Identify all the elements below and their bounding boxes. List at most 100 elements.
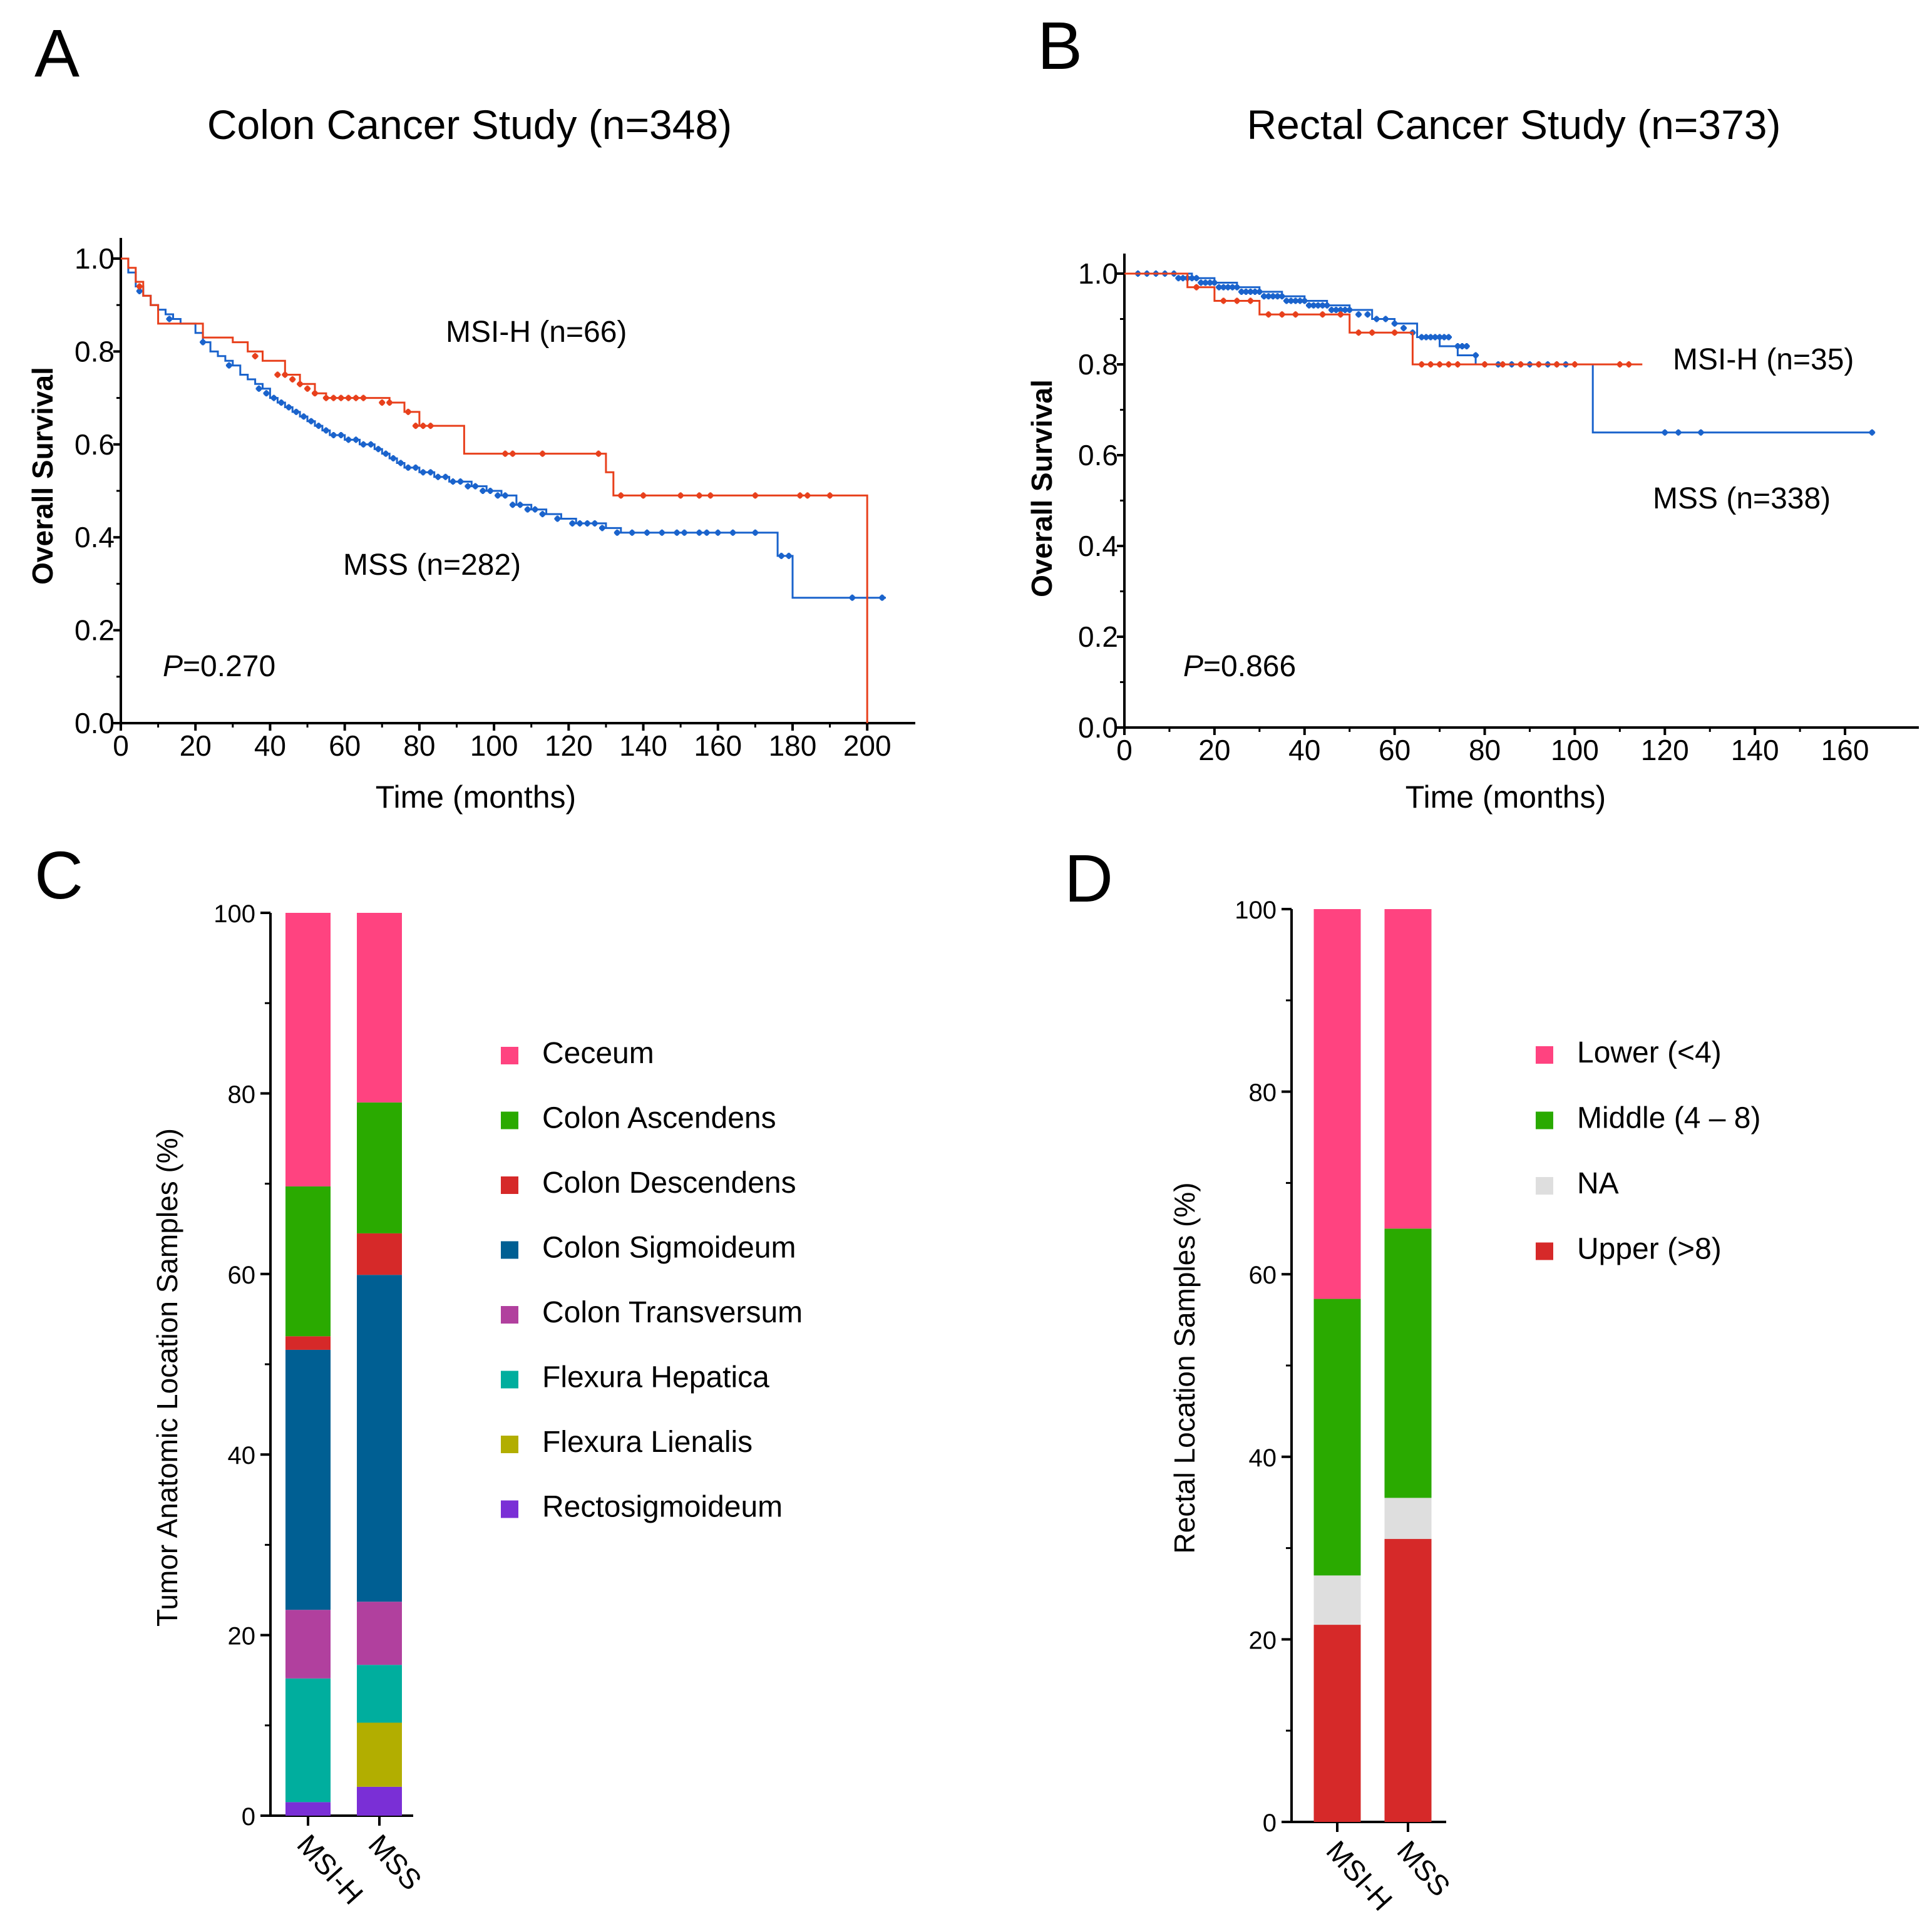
y-tick-label: 20	[228, 1623, 256, 1650]
censor-point-msi-h	[1369, 329, 1375, 336]
censor-point-msi-h	[1320, 311, 1326, 317]
panel-b-pvalue: P=0.866	[1183, 650, 1296, 683]
bar-segment-flexura-lienalis	[357, 1722, 402, 1787]
censor-point-msi-h	[1626, 361, 1632, 368]
censor-point-msi-h	[707, 492, 714, 498]
x-tick-label: 120	[1641, 734, 1689, 766]
category-label: MSI-H	[291, 1828, 370, 1911]
legend-label: Middle (4 – 8)	[1577, 1102, 1760, 1135]
censor-point-mss	[1324, 302, 1330, 309]
censor-point-msi-h	[386, 399, 393, 406]
x-tick-label: 20	[180, 729, 212, 762]
panel-b-pvalue-value: =0.866	[1203, 650, 1296, 683]
censor-point-mss	[1454, 343, 1461, 349]
censor-point-msi-h	[1427, 361, 1434, 368]
legend-label: Colon Sigmoideum	[542, 1232, 796, 1265]
y-tick-label: 0.4	[75, 521, 115, 553]
censor-point-mss	[166, 316, 172, 322]
censor-point-mss	[629, 530, 635, 536]
censor-point-mss	[554, 516, 560, 522]
censor-point-mss	[644, 530, 650, 536]
censor-point-mss	[1275, 293, 1281, 299]
censor-point-mss	[1279, 293, 1285, 299]
censor-point-mss	[1328, 307, 1335, 313]
censor-point-mss	[1662, 430, 1668, 436]
censor-point-mss	[285, 404, 292, 410]
legend-label: Rectosigmoideum	[542, 1491, 783, 1524]
censor-point-msi-h	[1279, 311, 1285, 317]
censor-point-msi-h	[1292, 311, 1298, 317]
censor-point-mss	[599, 525, 605, 531]
y-tick-label: 0.8	[75, 335, 115, 368]
censor-point-mss	[592, 520, 598, 527]
legend-swatch	[501, 1306, 518, 1324]
censor-point-mss	[1432, 334, 1438, 340]
censor-point-mss	[1382, 316, 1389, 322]
censor-point-msi-h	[1392, 329, 1398, 336]
censor-point-mss	[1675, 430, 1682, 436]
censor-point-mss	[465, 483, 471, 490]
bar-segment-colon-transversum	[357, 1602, 402, 1665]
panel-b-pvalue-prefix: P	[1183, 650, 1203, 683]
panel-a-title: Colon Cancer Study (n=348)	[207, 101, 732, 148]
censor-point-msi-h	[1499, 361, 1506, 368]
censor-point-msi-h	[304, 386, 311, 392]
censor-point-mss	[263, 390, 269, 396]
bar-segment-flexura-hepatica	[357, 1665, 402, 1723]
censor-point-mss	[674, 530, 680, 536]
censor-point-msi-h	[312, 390, 318, 396]
y-tick-label: 0.6	[75, 428, 115, 461]
censor-point-mss	[502, 492, 508, 498]
legend-label: Colon Transversum	[542, 1296, 803, 1329]
censor-point-msi-h	[428, 423, 434, 429]
legend-label: NA	[1577, 1167, 1619, 1200]
censor-point-mss	[577, 520, 583, 527]
bar-segment-upper-8-	[1384, 1539, 1432, 1822]
bar-segment-ceceum	[357, 913, 402, 1103]
x-tick-label: 140	[619, 729, 667, 762]
censor-point-mss	[1288, 298, 1294, 304]
censor-point-msi-h	[331, 395, 337, 401]
legend-label: Lower (<4)	[1577, 1036, 1722, 1069]
censor-point-mss	[472, 483, 478, 490]
censor-point-mss	[1247, 289, 1253, 295]
legend-label: Flexura Lienalis	[542, 1426, 753, 1459]
x-tick-label: 60	[329, 729, 361, 762]
censor-point-mss	[1441, 334, 1447, 340]
censor-point-msi-h	[540, 451, 546, 457]
panel-label-b: B	[1037, 8, 1082, 83]
censor-point-msi-h	[827, 492, 833, 498]
censor-point-mss	[1302, 298, 1308, 304]
censor-point-msi-h	[1446, 361, 1452, 368]
censor-point-msi-h	[1220, 298, 1226, 304]
censor-point-mss	[1256, 289, 1263, 295]
censor-point-msi-h	[1337, 311, 1344, 317]
censor-point-msi-h	[595, 451, 602, 457]
censor-point-mss	[1306, 302, 1312, 309]
y-tick-label: 100	[213, 900, 255, 928]
censor-point-mss	[1347, 307, 1353, 313]
censor-point-msi-h	[353, 395, 359, 401]
censor-point-mss	[1180, 275, 1186, 281]
panel-c-y-axis-label: Tumor Anatomic Location Samples (%)	[151, 1128, 183, 1627]
censor-point-mss	[1220, 284, 1226, 291]
censor-point-mss	[1315, 302, 1321, 309]
censor-point-msi-h	[338, 395, 344, 401]
bar-segment-lower-4-	[1384, 909, 1432, 1229]
censor-point-msi-h	[502, 451, 508, 457]
y-tick-label: 0.0	[1078, 711, 1118, 744]
censor-point-mss	[1175, 275, 1181, 281]
censor-point-msi-h	[1616, 361, 1623, 368]
censor-point-mss	[293, 409, 299, 415]
censor-point-mss	[1189, 275, 1195, 281]
legend-swatch	[1536, 1046, 1553, 1064]
x-tick-label: 60	[1379, 734, 1410, 766]
panel-label-d: D	[1064, 840, 1113, 916]
legend-swatch	[1536, 1177, 1553, 1195]
y-tick-label: 0.8	[1078, 348, 1118, 381]
bar-segment-middle-4-8-	[1313, 1299, 1361, 1576]
censor-point-mss	[1355, 311, 1362, 317]
censor-point-mss	[435, 474, 441, 480]
censor-point-msi-h	[297, 381, 303, 387]
